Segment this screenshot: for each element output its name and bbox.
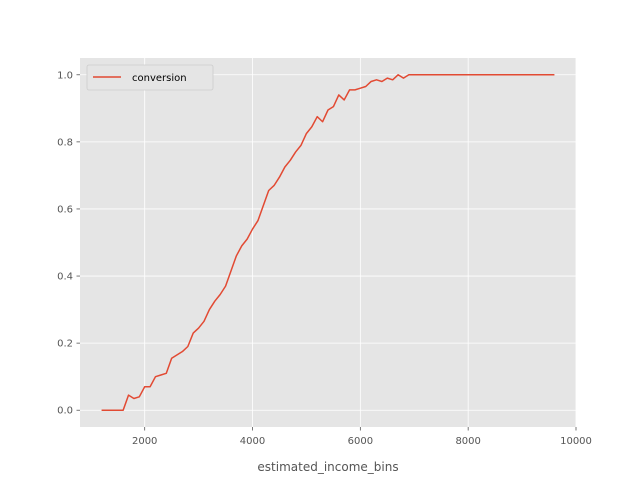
y-tick-label: 0.8 [57, 137, 73, 148]
legend-box [86, 64, 214, 91]
legend-label-conversion: conversion [132, 73, 187, 84]
x-tick-label: 4000 [240, 436, 265, 447]
series-line-conversion [101, 74, 555, 411]
series-layer [101, 74, 555, 411]
x-axis-label: estimated_income_bins [257, 460, 398, 474]
x-tick-label: 2000 [132, 436, 157, 447]
plot-area [80, 58, 576, 427]
y-tick-label: 0.6 [57, 204, 73, 215]
y-axis-ticks: 0.0 0.2 0.4 0.6 0.8 1.0 [57, 70, 80, 417]
x-tick-label: 6000 [348, 436, 373, 447]
y-tick-label: 0.4 [57, 272, 73, 283]
legend: conversion [86, 64, 214, 91]
y-tick-label: 0.0 [57, 406, 73, 417]
y-tick-label: 1.0 [57, 70, 73, 81]
x-tick-label: 8000 [455, 436, 480, 447]
x-axis-ticks: 2000 4000 6000 8000 10000 [132, 427, 592, 447]
x-tick-label: 10000 [560, 436, 592, 447]
y-tick-label: 0.2 [57, 339, 73, 350]
